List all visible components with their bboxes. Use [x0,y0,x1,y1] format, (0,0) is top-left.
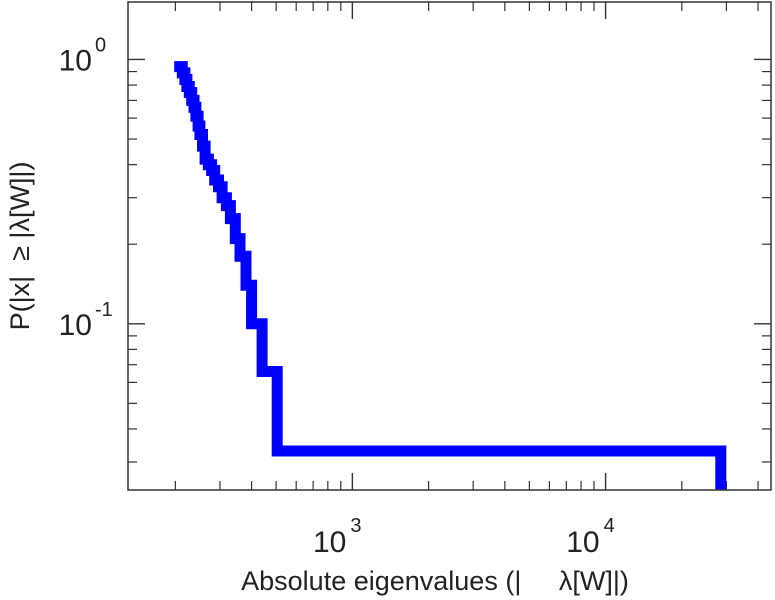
x-tick-label: 10 [566,526,599,559]
x-tick-labels: 10 3 10 4 [313,515,615,559]
plot-frame [127,1,772,491]
y-tick-exponent: 0 [95,34,106,56]
y-tick-label: 10 [59,309,92,342]
y-tick-label: 10 [59,44,92,77]
x-tick-exponent: 3 [350,515,361,537]
series-line [174,61,727,490]
y-tick-exponent: -1 [95,299,113,321]
x-axis-label: Absolute eigenvalues (| λ[W]|) [241,566,629,596]
y-axis-label: P(|x| ≥ |λ[W]|) [5,162,35,331]
major-tick-marks [128,2,771,490]
minor-tick-marks [128,2,771,490]
x-tick-exponent: 4 [604,515,615,537]
x-tick-label: 10 [313,526,346,559]
